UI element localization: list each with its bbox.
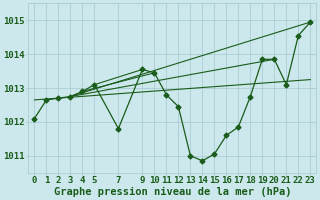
X-axis label: Graphe pression niveau de la mer (hPa): Graphe pression niveau de la mer (hPa) — [54, 186, 291, 197]
